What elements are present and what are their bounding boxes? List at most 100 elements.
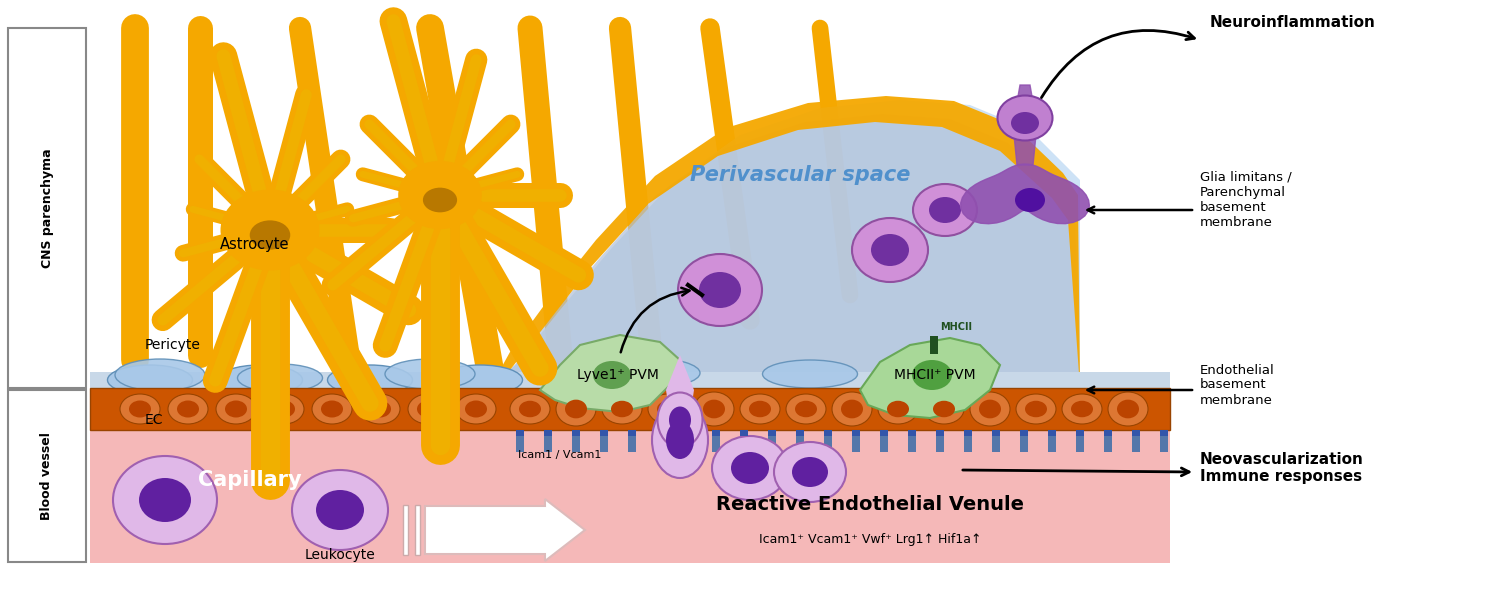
Ellipse shape <box>177 400 200 418</box>
Ellipse shape <box>998 96 1053 141</box>
Text: Icam1⁺ Vcam1⁺ Vwf⁺ Lrg1↑ Hif1a↑: Icam1⁺ Vcam1⁺ Vwf⁺ Lrg1↑ Hif1a↑ <box>759 533 981 546</box>
Ellipse shape <box>730 452 770 484</box>
Text: EC: EC <box>146 413 164 427</box>
Bar <box>684 430 692 436</box>
Text: Lyve1⁺ PVM: Lyve1⁺ PVM <box>578 368 658 382</box>
Ellipse shape <box>112 456 218 544</box>
Ellipse shape <box>465 400 488 418</box>
Text: Astrocyte: Astrocyte <box>220 238 290 252</box>
Ellipse shape <box>1011 112 1040 134</box>
Bar <box>796 430 804 452</box>
Bar <box>964 430 972 452</box>
Ellipse shape <box>386 359 476 389</box>
Bar <box>628 430 636 452</box>
FancyArrow shape <box>424 499 585 561</box>
Polygon shape <box>490 96 1080 388</box>
Ellipse shape <box>1024 401 1047 417</box>
Ellipse shape <box>456 394 497 424</box>
Ellipse shape <box>1016 188 1046 212</box>
Ellipse shape <box>168 394 208 424</box>
Bar <box>684 430 692 452</box>
Bar <box>1132 430 1140 452</box>
Ellipse shape <box>140 478 190 522</box>
Bar <box>544 430 552 436</box>
Ellipse shape <box>292 470 388 550</box>
Text: Perivascular space: Perivascular space <box>690 165 910 185</box>
Bar <box>880 430 888 452</box>
Ellipse shape <box>519 401 542 417</box>
Polygon shape <box>859 338 1000 418</box>
Bar <box>572 430 580 452</box>
Ellipse shape <box>912 360 952 390</box>
Bar <box>930 336 938 346</box>
Bar <box>516 430 524 436</box>
Ellipse shape <box>704 400 724 418</box>
Bar <box>1076 430 1084 436</box>
Ellipse shape <box>933 401 956 417</box>
Ellipse shape <box>610 401 633 417</box>
Bar <box>930 344 938 354</box>
Ellipse shape <box>886 401 909 417</box>
Ellipse shape <box>321 400 344 418</box>
Ellipse shape <box>833 392 872 426</box>
Polygon shape <box>666 355 694 430</box>
Ellipse shape <box>417 400 440 418</box>
Ellipse shape <box>924 394 964 424</box>
Bar <box>768 430 776 436</box>
Polygon shape <box>960 164 1089 224</box>
Ellipse shape <box>657 393 702 447</box>
Ellipse shape <box>669 406 692 434</box>
Bar <box>1104 430 1112 452</box>
Text: Pericyte: Pericyte <box>146 338 201 352</box>
Bar <box>8 390 86 562</box>
Ellipse shape <box>871 234 909 266</box>
Ellipse shape <box>678 254 762 326</box>
Ellipse shape <box>273 400 296 418</box>
Bar <box>1048 430 1056 436</box>
Bar <box>1104 430 1112 436</box>
Bar <box>628 430 636 436</box>
Text: Capillary: Capillary <box>198 470 302 490</box>
Ellipse shape <box>786 394 826 424</box>
Text: Endothelial
basement
membrane: Endothelial basement membrane <box>1200 364 1275 406</box>
FancyArrowPatch shape <box>963 468 1190 476</box>
Ellipse shape <box>657 401 680 417</box>
Bar <box>1160 430 1168 452</box>
Bar <box>544 430 552 452</box>
Bar <box>1076 430 1084 452</box>
Ellipse shape <box>369 400 392 418</box>
Ellipse shape <box>748 401 771 417</box>
Ellipse shape <box>264 394 305 424</box>
Bar <box>852 430 859 436</box>
Ellipse shape <box>408 394 448 424</box>
Polygon shape <box>490 100 1080 388</box>
Ellipse shape <box>694 392 734 426</box>
Bar <box>1020 430 1028 436</box>
Ellipse shape <box>648 394 688 424</box>
Polygon shape <box>490 114 1080 388</box>
Ellipse shape <box>592 361 632 389</box>
Ellipse shape <box>699 272 741 308</box>
Bar <box>1160 430 1168 436</box>
Ellipse shape <box>1062 394 1102 424</box>
Text: Neovascularization
Immune responses: Neovascularization Immune responses <box>1200 452 1364 484</box>
Bar <box>852 430 859 452</box>
Bar <box>908 430 916 452</box>
Text: Neuroinflammation: Neuroinflammation <box>1210 15 1376 30</box>
Text: Leukocyte: Leukocyte <box>304 548 375 562</box>
Ellipse shape <box>795 401 818 417</box>
Ellipse shape <box>774 442 846 502</box>
Bar <box>8 28 86 388</box>
Polygon shape <box>1013 85 1036 165</box>
FancyArrowPatch shape <box>1041 30 1194 97</box>
Ellipse shape <box>566 400 586 418</box>
Ellipse shape <box>120 394 160 424</box>
Bar <box>600 430 608 452</box>
Ellipse shape <box>129 400 152 418</box>
Ellipse shape <box>1118 400 1138 418</box>
Ellipse shape <box>666 421 694 459</box>
Bar <box>1020 430 1028 452</box>
Text: MHCII: MHCII <box>940 322 972 332</box>
Ellipse shape <box>602 394 642 424</box>
Bar <box>768 430 776 452</box>
